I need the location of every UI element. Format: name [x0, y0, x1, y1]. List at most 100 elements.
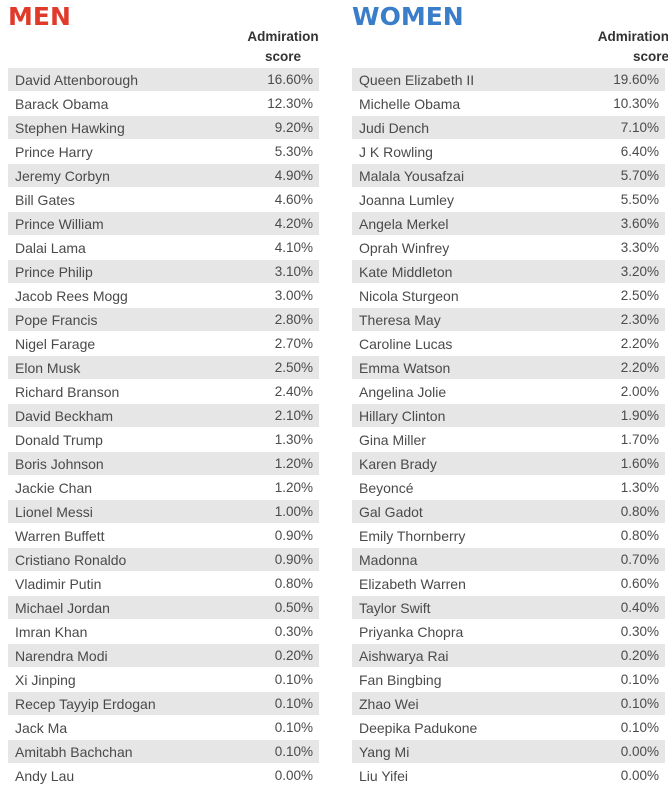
women-row-name: Joanna Lumley — [359, 192, 454, 208]
women-row-score: 0.40% — [620, 600, 659, 615]
men-row-score: 0.30% — [274, 624, 313, 639]
women-row-score: 0.00% — [620, 768, 659, 783]
men-table-row: Andy Lau 0.00% — [8, 764, 319, 788]
men-table-row: Prince Philip 3.10% — [8, 260, 319, 284]
men-row-name: Pope Francis — [15, 312, 98, 328]
women-table-row: Joanna Lumley 5.50% — [352, 188, 665, 212]
men-row-score: 2.80% — [274, 312, 313, 327]
women-table-row: Fan Bingbing 0.10% — [352, 668, 665, 692]
women-row-score: 0.10% — [620, 672, 659, 687]
men-row-name: Jacob Rees Mogg — [15, 288, 128, 304]
men-row-name: Recep Tayyip Erdogan — [15, 696, 156, 712]
women-table-row: Gina Miller 1.70% — [352, 428, 665, 452]
men-row-score: 4.90% — [274, 168, 313, 183]
women-row-score: 2.30% — [620, 312, 659, 327]
women-table-row: Theresa May 2.30% — [352, 308, 665, 332]
women-row-score: 0.80% — [620, 528, 659, 543]
men-table-row: Richard Branson 2.40% — [8, 380, 319, 404]
women-row-name: Zhao Wei — [359, 696, 419, 712]
men-row-name: Narendra Modi — [15, 648, 108, 664]
men-table-row: Bill Gates 4.60% — [8, 188, 319, 212]
women-table-row: Emily Thornberry 0.80% — [352, 524, 665, 548]
men-row-score: 0.90% — [274, 552, 313, 567]
women-row-score: 1.70% — [620, 432, 659, 447]
men-table-row: David Beckham 2.10% — [8, 404, 319, 428]
men-table-row: Jeremy Corbyn 4.90% — [8, 164, 319, 188]
men-row-name: Elon Musk — [15, 360, 81, 376]
men-table-row: Recep Tayyip Erdogan 0.10% — [8, 692, 319, 716]
men-row-score: 1.20% — [274, 480, 313, 495]
men-row-name: Amitabh Bachchan — [15, 744, 133, 760]
women-row-score: 5.50% — [620, 192, 659, 207]
women-row-score: 0.10% — [620, 696, 659, 711]
women-table-row: Oprah Winfrey 3.30% — [352, 236, 665, 260]
men-row-name: Jackie Chan — [15, 480, 93, 496]
men-table-row: Stephen Hawking 9.20% — [8, 116, 319, 140]
women-score-header-line1: Admiration — [597, 29, 668, 44]
women-score-header-line2: score — [632, 49, 668, 64]
women-row-name: Michelle Obama — [359, 96, 461, 112]
men-table-row: Vladimir Putin 0.80% — [8, 572, 319, 596]
men-row-score: 9.20% — [274, 120, 313, 135]
men-row-name: Vladimir Putin — [15, 576, 102, 592]
men-table-row: Imran Khan 0.30% — [8, 620, 319, 644]
men-row-name: Jeremy Corbyn — [15, 168, 110, 184]
men-row-name: Donald Trump — [15, 432, 103, 448]
women-table-row: Madonna 0.70% — [352, 548, 665, 572]
women-score-header: Admiration score — [589, 27, 668, 67]
men-row-name: David Attenborough — [15, 72, 138, 88]
women-table-row: Priyanka Chopra 0.30% — [352, 620, 665, 644]
men-row-score: 1.00% — [274, 504, 313, 519]
women-row-name: Madonna — [359, 552, 418, 568]
men-table-row: Warren Buffett 0.90% — [8, 524, 319, 548]
women-table-row: Judi Dench 7.10% — [352, 116, 665, 140]
women-row-score: 1.90% — [620, 408, 659, 423]
men-row-name: Michael Jordan — [15, 600, 110, 616]
men-row-score: 3.00% — [274, 288, 313, 303]
men-row-name: Jack Ma — [15, 720, 68, 736]
men-table-row: Jack Ma 0.10% — [8, 716, 319, 740]
men-table-row: Cristiano Ronaldo 0.90% — [8, 548, 319, 572]
men-table-row: Dalai Lama 4.10% — [8, 236, 319, 260]
men-row-score: 1.30% — [274, 432, 313, 447]
men-row-name: Lionel Messi — [15, 504, 93, 520]
men-score-header: Admiration score — [238, 27, 328, 67]
women-table-row: Angela Merkel 3.60% — [352, 212, 665, 236]
men-table-row: Nigel Farage 2.70% — [8, 332, 319, 356]
men-row-score: 4.20% — [274, 216, 313, 231]
women-row-name: Taylor Swift — [359, 600, 431, 616]
women-row-score: 1.60% — [620, 456, 659, 471]
women-row-name: Emma Watson — [359, 360, 451, 376]
women-row-name: Queen Elizabeth II — [359, 72, 475, 88]
women-row-score: 3.60% — [620, 216, 659, 231]
men-row-name: Nigel Farage — [15, 336, 96, 352]
men-row-name: Boris Johnson — [15, 456, 104, 472]
women-row-score: 0.10% — [620, 720, 659, 735]
men-table-row: Prince Harry 5.30% — [8, 140, 319, 164]
men-table-row: Barack Obama 12.30% — [8, 92, 319, 116]
women-row-name: Liu Yifei — [359, 768, 409, 784]
men-row-score: 2.50% — [274, 360, 313, 375]
women-table-row: Liu Yifei 0.00% — [352, 764, 665, 788]
women-row-score: 0.00% — [620, 744, 659, 759]
men-row-score: 0.20% — [274, 648, 313, 663]
men-row-score: 3.10% — [274, 264, 313, 279]
women-table-row: Karen Brady 1.60% — [352, 452, 665, 476]
women-row-score: 7.10% — [620, 120, 659, 135]
men-table-row: Lionel Messi 1.00% — [8, 500, 319, 524]
women-row-score: 3.30% — [620, 240, 659, 255]
women-table-row: Emma Watson 2.20% — [352, 356, 665, 380]
women-title: WOMEN — [352, 2, 464, 31]
women-table-row: Michelle Obama 10.30% — [352, 92, 665, 116]
women-row-name: Elizabeth Warren — [359, 576, 466, 592]
men-row-score: 1.20% — [274, 456, 313, 471]
men-row-name: Andy Lau — [15, 768, 75, 784]
men-row-name: Xi Jinping — [15, 672, 76, 688]
women-row-name: Angelina Jolie — [359, 384, 447, 400]
women-row-name: Aishwarya Rai — [359, 648, 449, 664]
men-row-score: 16.60% — [267, 72, 313, 87]
men-table-row: Donald Trump 1.30% — [8, 428, 319, 452]
men-table-row: Boris Johnson 1.20% — [8, 452, 319, 476]
men-score-header-line2: score — [264, 49, 302, 64]
men-table-row: Elon Musk 2.50% — [8, 356, 319, 380]
